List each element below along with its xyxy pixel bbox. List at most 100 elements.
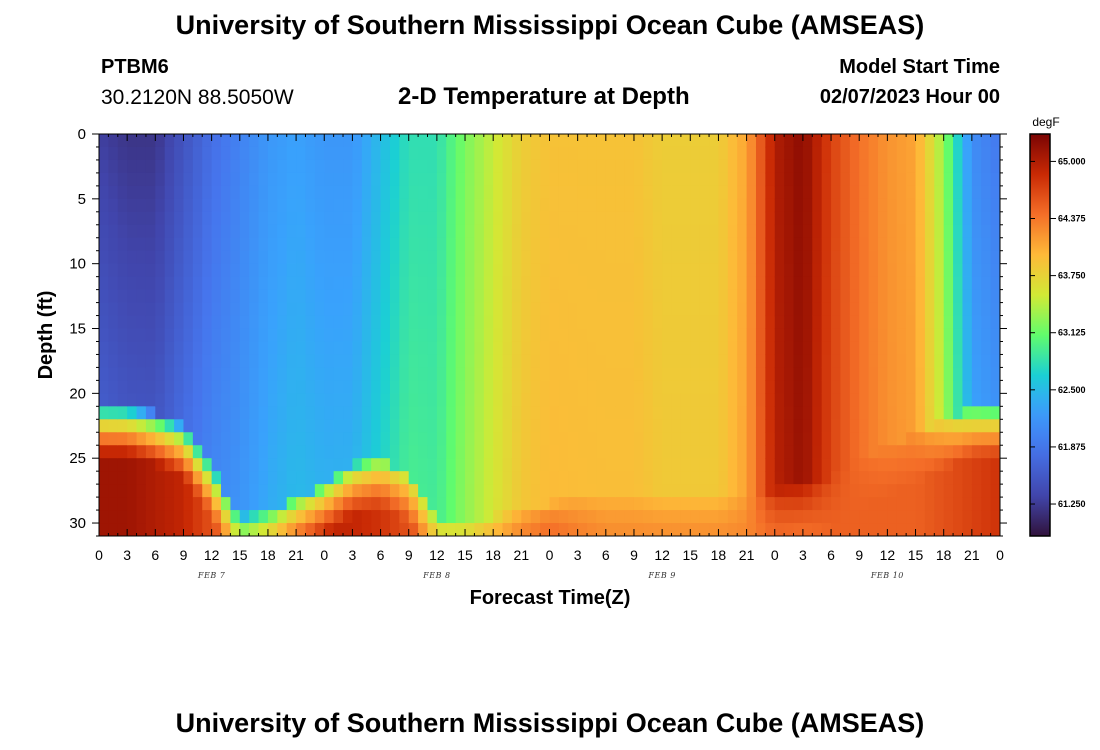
heatmap-cell [267, 250, 278, 265]
heatmap-cell [380, 445, 391, 459]
heatmap-cell [671, 185, 682, 200]
heatmap-cell [155, 224, 166, 239]
heatmap-cell [746, 172, 757, 187]
heatmap-cell [812, 315, 823, 330]
heatmap-cell [333, 250, 344, 265]
heatmap-cell [371, 432, 382, 446]
heatmap-cell [915, 419, 926, 433]
heatmap-cell [380, 341, 391, 356]
heatmap-cell [971, 276, 982, 291]
heatmap-cell [765, 250, 776, 265]
heatmap-cell [239, 289, 250, 304]
heatmap-cell [849, 354, 860, 369]
heatmap-cell [249, 445, 260, 459]
heatmap-cell [859, 367, 870, 381]
heatmap-cell [624, 315, 635, 330]
heatmap-cell [540, 289, 551, 304]
heatmap-cell [680, 406, 691, 420]
heatmap-cell [511, 354, 522, 369]
heatmap-cell [821, 224, 832, 239]
heatmap-cell [765, 484, 776, 498]
heatmap-cell [793, 237, 804, 252]
heatmap-cell [286, 224, 297, 239]
heatmap-cell [784, 172, 795, 187]
heatmap-cell [859, 250, 870, 265]
heatmap-cell [755, 224, 766, 239]
heatmap-cell [896, 393, 907, 407]
heatmap-cell [896, 341, 907, 356]
heatmap-cell [934, 185, 945, 200]
heatmap-cell [99, 419, 109, 433]
heatmap-cell [530, 432, 541, 446]
heatmap-cell [849, 250, 860, 265]
heatmap-cell [624, 341, 635, 356]
heatmap-cell [371, 497, 382, 511]
heatmap-cell [953, 302, 964, 317]
heatmap-cell [605, 484, 616, 498]
heatmap-cell [737, 263, 748, 278]
heatmap-cell [530, 380, 541, 394]
heatmap-cell [690, 510, 701, 524]
heatmap-cell [774, 523, 785, 536]
heatmap-cell [652, 159, 663, 174]
heatmap-cell [483, 393, 494, 407]
heatmap-cell [192, 341, 203, 356]
heatmap-cell [737, 198, 748, 213]
heatmap-cell [896, 211, 907, 226]
heatmap-cell [145, 445, 156, 459]
heatmap-cell [192, 211, 203, 226]
heatmap-cell [887, 445, 898, 459]
heatmap-cell [314, 198, 325, 213]
heatmap-cell [699, 510, 710, 524]
heatmap-cell [652, 289, 663, 304]
heatmap-cell [465, 250, 476, 265]
heatmap-cell [802, 419, 813, 433]
heatmap-cell [333, 510, 344, 524]
heatmap-cell [296, 380, 307, 394]
heatmap-cell [558, 510, 569, 524]
heatmap-cell [399, 237, 410, 252]
heatmap-cell [389, 315, 400, 330]
heatmap-cell [643, 393, 654, 407]
x-tick-label: 12 [204, 547, 220, 563]
heatmap-cell [709, 276, 720, 291]
heatmap-cell [737, 224, 748, 239]
heatmap-cell [540, 302, 551, 317]
heatmap-cell [145, 432, 156, 446]
heatmap-cell [333, 276, 344, 291]
heatmap-cell [652, 380, 663, 394]
heatmap-cell [314, 471, 325, 485]
heatmap-cell [840, 432, 851, 446]
heatmap-cell [389, 159, 400, 174]
heatmap-cell [643, 146, 654, 161]
heatmap-cell [793, 497, 804, 511]
heatmap-cell [399, 302, 410, 317]
heatmap-cell [211, 146, 222, 161]
heatmap-cell [192, 289, 203, 304]
heatmap-cell [924, 458, 935, 472]
heatmap-cell [202, 134, 213, 148]
heatmap-cell [511, 510, 522, 524]
heatmap-cell [108, 484, 119, 498]
heatmap-cell [249, 393, 260, 407]
heatmap-cell [174, 263, 185, 278]
heatmap-cell [136, 497, 147, 511]
heatmap-cell [831, 172, 842, 187]
heatmap-cell [239, 497, 250, 511]
heatmap-cell [915, 328, 926, 343]
heatmap-cell [155, 185, 166, 200]
heatmap-cell [765, 497, 776, 511]
heatmap-cell [981, 224, 992, 239]
heatmap-cell [117, 159, 128, 174]
heatmap-cell [314, 263, 325, 278]
heatmap-cell [896, 289, 907, 304]
heatmap-cell [540, 276, 551, 291]
heatmap-cell [840, 134, 851, 148]
heatmap-cell [859, 224, 870, 239]
heatmap-cell [314, 250, 325, 265]
heatmap-cell [990, 471, 1000, 485]
heatmap-cell [699, 367, 710, 381]
heatmap-cell [962, 198, 973, 213]
heatmap-cell [680, 484, 691, 498]
heatmap-cell [324, 263, 335, 278]
